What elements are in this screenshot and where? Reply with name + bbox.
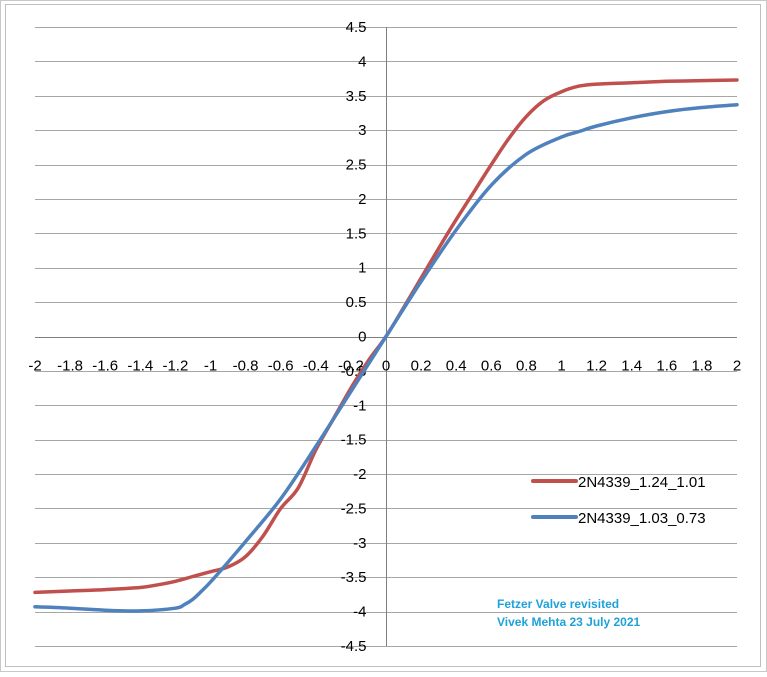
legend-label-series-1: 2N4339_1.24_1.01 [578, 474, 706, 491]
x-tick-label: 1.2 [586, 358, 607, 375]
y-tick-label: 2.5 [346, 157, 367, 174]
x-tick-label: 0.8 [516, 358, 537, 375]
y-tick-label: -2.5 [341, 500, 367, 517]
x-tick-label: -1 [204, 358, 217, 375]
x-tick-label: 0.4 [446, 358, 467, 375]
y-tick-label: -1 [353, 397, 366, 414]
x-tick-label: -0.2 [338, 358, 364, 375]
x-tick-label: 1.4 [621, 358, 642, 375]
y-tick-label: 2 [358, 191, 366, 208]
x-tick-label: 1.8 [691, 358, 712, 375]
plot-border [5, 4, 761, 667]
x-axis-tick-labels: -2 -1.8 -1.6 -1.4 -1.2 -1 -0.8 -0.6 -0.4 -0.2 0 0.2… [28, 358, 741, 375]
x-tick-label: 1 [557, 358, 565, 375]
y-tick-label: 3 [358, 122, 366, 139]
x-tick-label: -1.6 [92, 358, 118, 375]
y-tick-label: -1.5 [341, 432, 367, 449]
y-tick-label: -4.5 [341, 638, 367, 655]
x-tick-label: 0.2 [411, 358, 432, 375]
y-tick-label: 1.5 [346, 225, 367, 242]
y-tick-label: 3.5 [346, 88, 367, 105]
y-tick-label: -3 [353, 535, 366, 552]
y-axis-tick-labels: 4.543.532.521.510.50-0.5-1-1.5-2-2.5-3-3… [341, 19, 367, 655]
x-tick-label: 0.6 [481, 358, 502, 375]
annotations: Fetzer Valve revisited Vivek Mehta 23 Ju… [497, 597, 641, 629]
y-tick-label: 0 [358, 329, 366, 346]
x-tick-label: -2 [28, 358, 41, 375]
series-lines [33, 78, 739, 613]
y-tick-label: 0.5 [346, 294, 367, 311]
x-tick-label: -1.4 [127, 358, 153, 375]
legend-label-series-2: 2N4339_1.03_0.73 [578, 510, 706, 527]
annotation-title: Fetzer Valve revisited [497, 597, 619, 611]
legend: 2N4339_1.24_1.01 2N4339_1.03_0.73 [531, 474, 706, 527]
x-tick-label: 2 [733, 358, 741, 375]
x-tick-label: -1.2 [162, 358, 188, 375]
series-line-2 [33, 102, 739, 613]
annotation-author-date: Vivek Mehta 23 July 2021 [497, 615, 641, 629]
x-tick-label: 0 [382, 358, 390, 375]
x-tick-label: -1.8 [57, 358, 83, 375]
x-tick-label: -0.6 [268, 358, 294, 375]
y-tick-label: 4 [358, 53, 366, 70]
x-tick-label: -0.4 [303, 358, 329, 375]
y-tick-label: 4.5 [346, 19, 367, 36]
y-tick-label: -3.5 [341, 569, 367, 586]
x-tick-label: 1.6 [656, 358, 677, 375]
y-tick-label: -4 [353, 604, 366, 621]
y-tick-label: -2 [353, 466, 366, 483]
y-tick-label: 1 [358, 260, 366, 277]
x-tick-label: -0.8 [233, 358, 259, 375]
